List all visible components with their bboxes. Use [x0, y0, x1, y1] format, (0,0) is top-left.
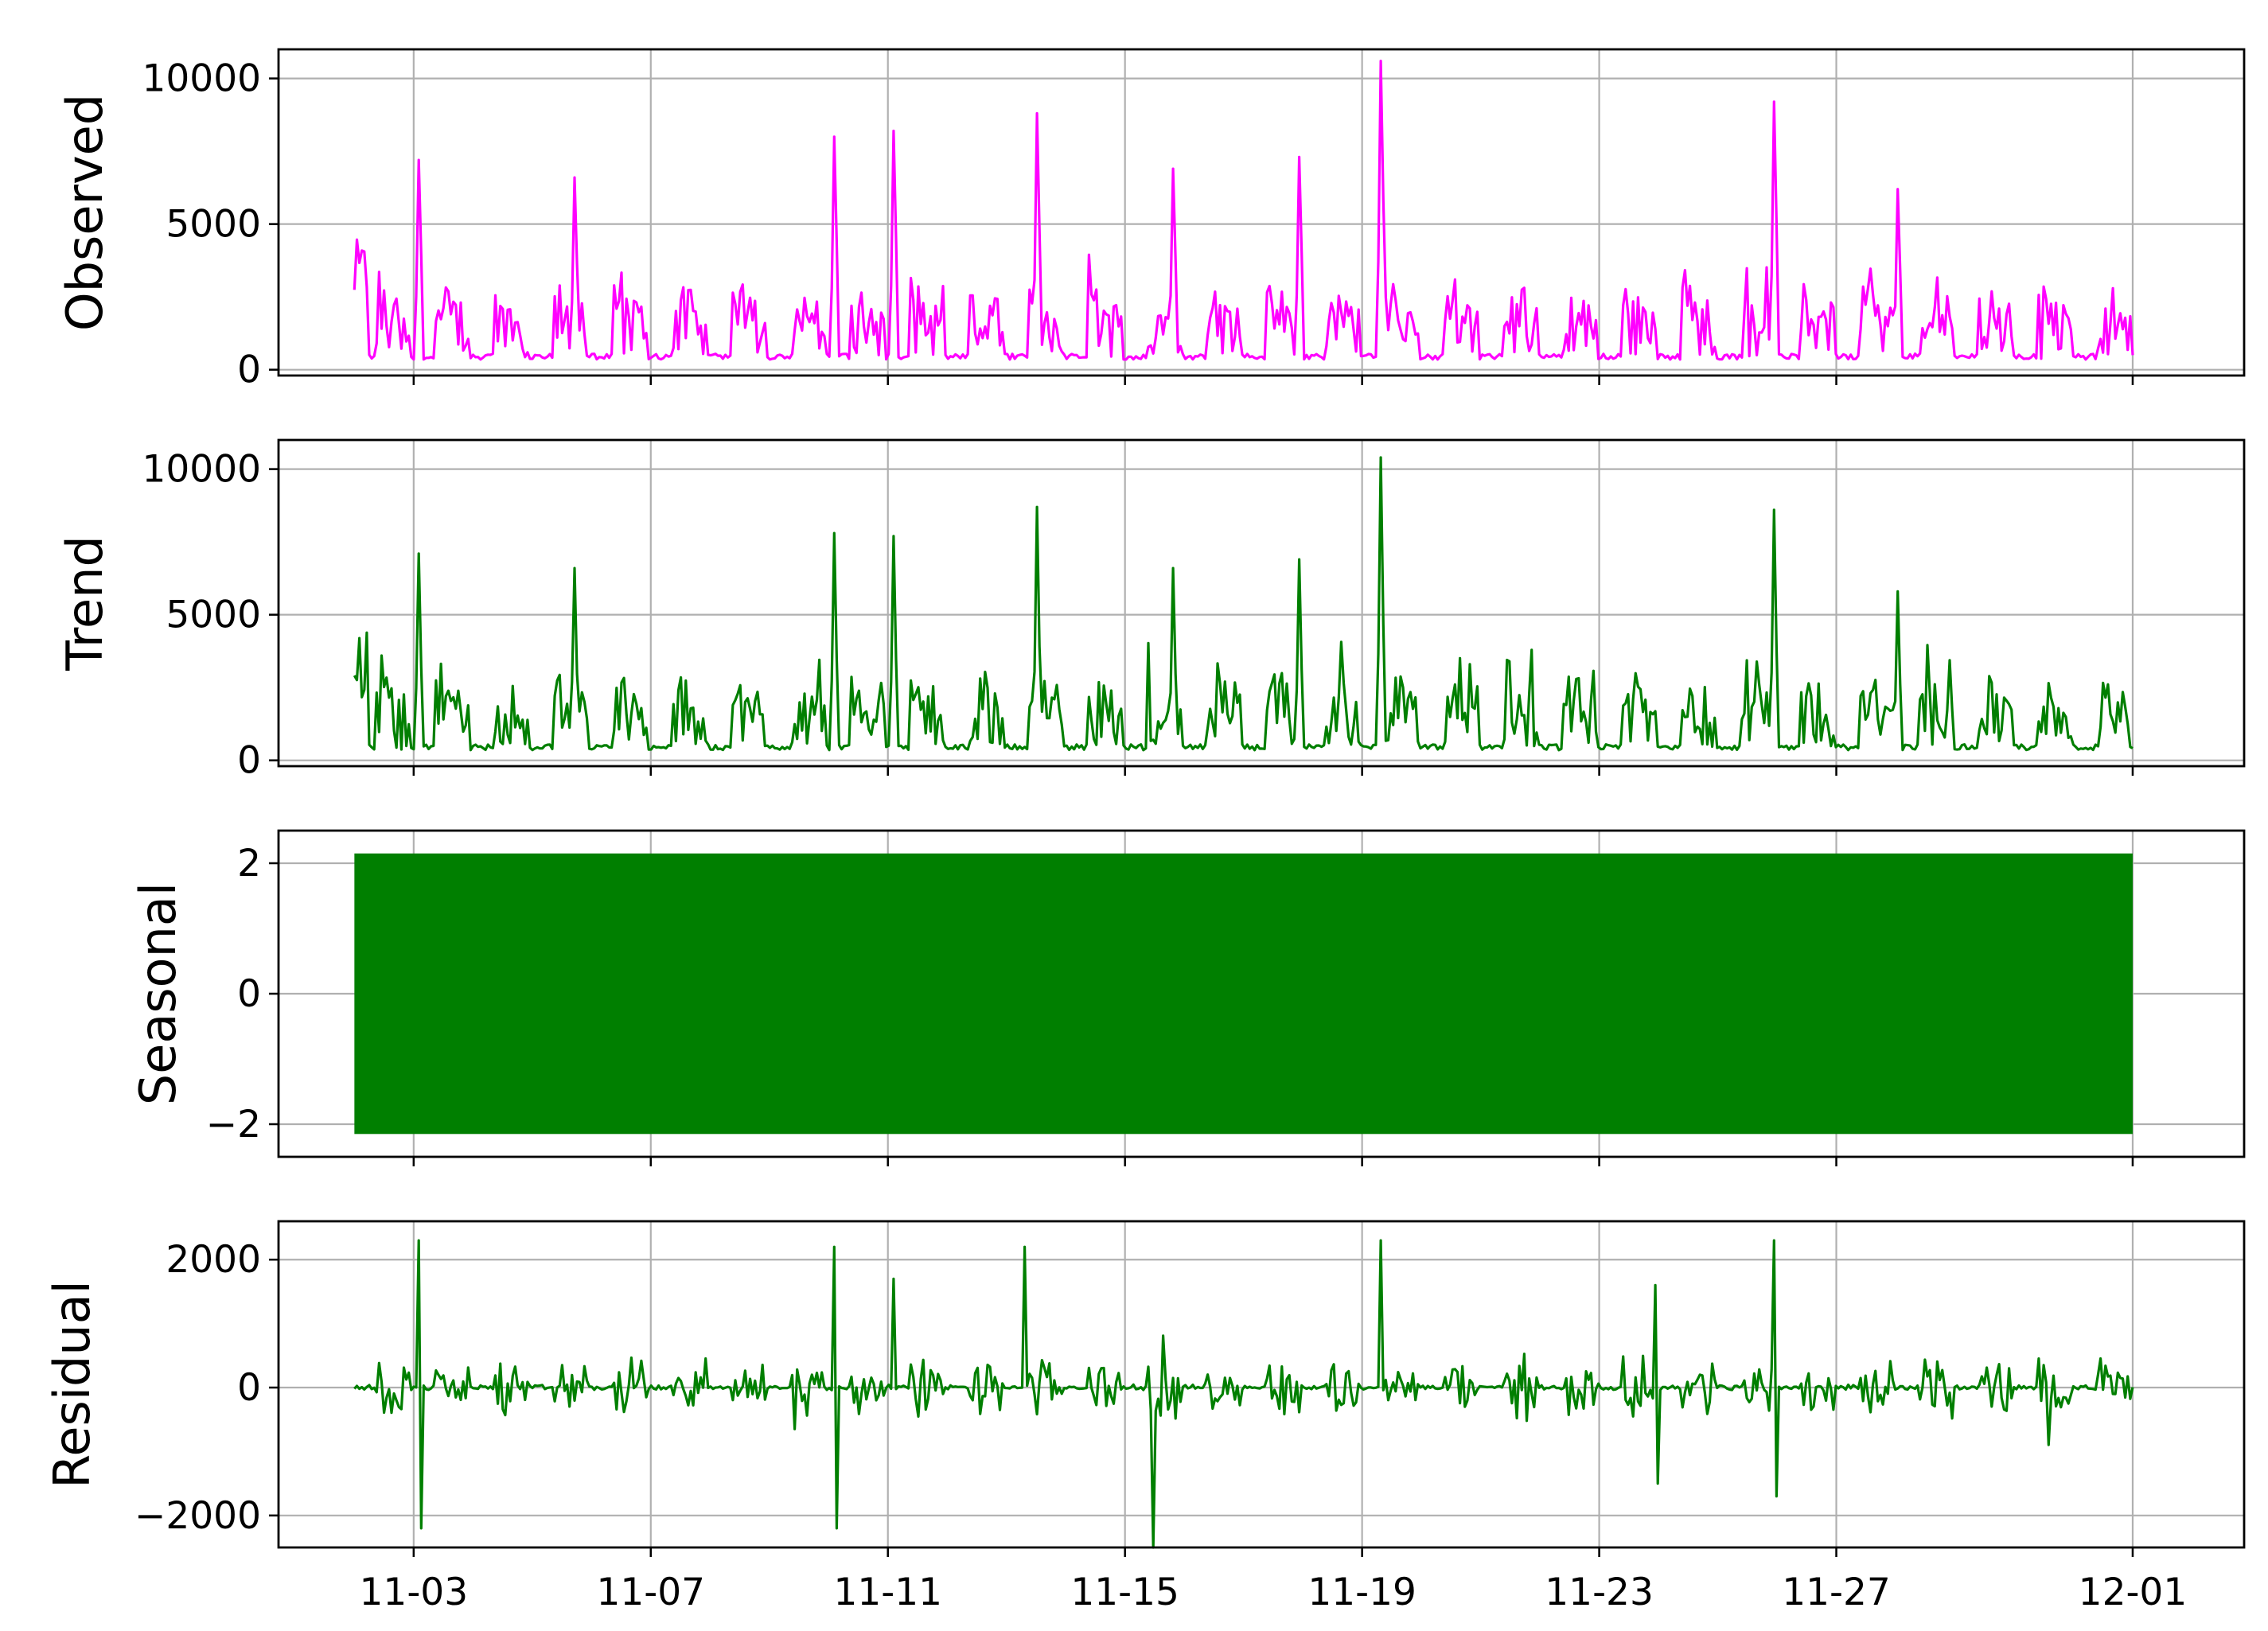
trend-ytick-label-0: 0: [237, 739, 261, 783]
residual-axes-frame: [277, 1220, 2246, 1549]
trend-ytick-label-1: 5000: [166, 594, 261, 637]
seasonal-ytick-label-1: 0: [237, 972, 261, 1016]
observed-ytick-label-0: 0: [237, 348, 261, 392]
seasonal-ytick-label-2: 2: [237, 842, 261, 886]
xtick-label-7: 12-01: [2079, 1571, 2188, 1614]
seasonal-axes-frame: [277, 829, 2246, 1158]
observed-axes-frame: [277, 48, 2246, 377]
trend-series-line: [353, 456, 2134, 752]
residual-series-line: [353, 1239, 2134, 1549]
seasonal-ylabel: Seasonal: [129, 882, 187, 1105]
seasonal-ytick-label-0: −2: [206, 1103, 261, 1146]
trend-panel: 0 5000 10000 Trend: [56, 438, 2246, 783]
residual-ytick-label-2: 2000: [166, 1238, 261, 1282]
trend-axes-frame: [277, 438, 2246, 768]
xtick-label-6: 11-27: [1782, 1571, 1891, 1614]
xtick-label-5: 11-23: [1545, 1571, 1654, 1614]
observed-series-line: [353, 60, 2134, 361]
xtick-label-3: 11-15: [1070, 1571, 1179, 1614]
xtick-label-0: 11-03: [360, 1571, 469, 1614]
panels: 0 5000 10000 Observed 0 5000 10000 Trend −2 0 2 Sea…: [43, 48, 2246, 1614]
xtick-label-4: 11-19: [1307, 1571, 1417, 1614]
observed-ytick-label-1: 5000: [166, 203, 261, 247]
seasonal-band: [354, 853, 2133, 1135]
trend-ylabel: Trend: [56, 535, 114, 671]
observed-ytick-label-2: 10000: [142, 57, 261, 101]
seasonal-panel: −2 0 2 Seasonal: [129, 829, 2246, 1166]
xtick-label-2: 11-11: [833, 1571, 942, 1614]
residual-ytick-label-0: −2000: [134, 1494, 261, 1538]
residual-panel: −2000 0 2000 Residual 11-03 11-07 11-11 11-15 11…: [43, 1220, 2246, 1614]
residual-ylabel: Residual: [43, 1280, 101, 1489]
trend-ytick-label-2: 10000: [142, 448, 261, 492]
observed-panel: 0 5000 10000 Observed: [56, 48, 2246, 392]
xtick-label-1: 11-07: [596, 1571, 705, 1614]
observed-ylabel: Observed: [56, 94, 114, 331]
residual-ytick-label-1: 0: [237, 1366, 261, 1410]
